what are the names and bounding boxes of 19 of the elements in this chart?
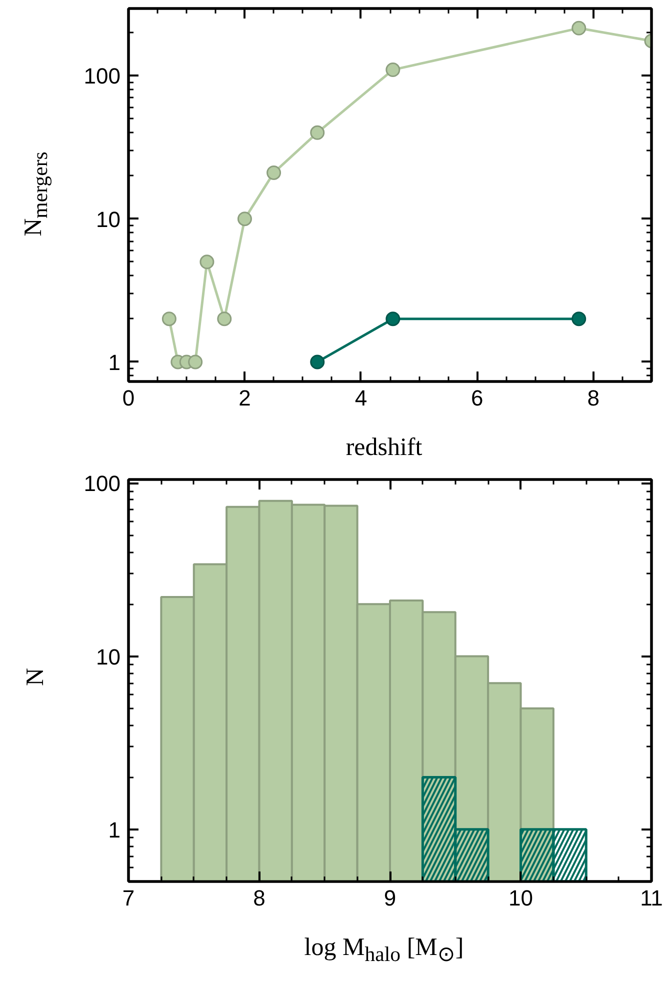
- y-tick-label: 100: [84, 471, 121, 496]
- x-tick-label: 6: [471, 386, 484, 410]
- x-tick-label: 10: [508, 886, 533, 910]
- y-tick-label: 100: [84, 64, 121, 89]
- y-axis-title: N: [21, 668, 50, 686]
- x-tick-label: 4: [354, 386, 368, 410]
- y-tick-label: 10: [96, 644, 121, 670]
- y-tick-label: 10: [96, 206, 121, 232]
- x-axis-title: log M$_{halo}$ [M$_{⊙}$]: [304, 933, 464, 968]
- y-tick-label: 1: [108, 817, 121, 842]
- x-tick-label: 8: [253, 886, 266, 910]
- y-tick-label: 1: [108, 350, 121, 375]
- x-tick-label: 8: [587, 386, 600, 410]
- x-axis-title: redshift: [346, 433, 422, 463]
- x-tick-label: 11: [640, 886, 663, 910]
- x-tick-label: 9: [384, 886, 396, 910]
- x-tick-label: 0: [122, 386, 135, 410]
- x-tick-label: 7: [122, 886, 135, 910]
- x-tick-label: 2: [238, 386, 251, 410]
